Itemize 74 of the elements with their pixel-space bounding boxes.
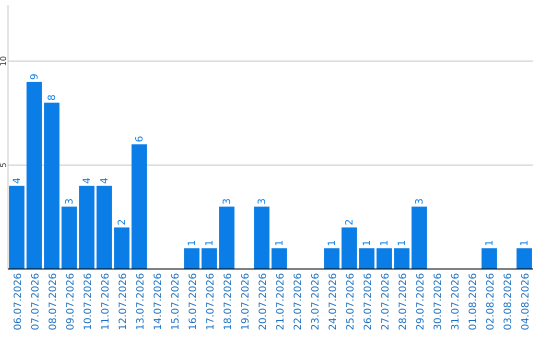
bar <box>342 227 357 269</box>
x-tick-label: 12.07.2026 <box>118 273 129 330</box>
x-tick-label: 24.07.2026 <box>328 273 339 330</box>
x-tick-label: 31.07.2026 <box>450 273 462 330</box>
data-label: 1 <box>519 240 530 246</box>
bar <box>412 206 427 269</box>
y-tick-label: 10 <box>0 56 8 66</box>
x-tick-label: 17.07.2026 <box>205 273 216 330</box>
x-tick-label: 16.07.2026 <box>188 273 199 330</box>
data-label: 1 <box>379 240 390 246</box>
x-tick-label: 07.07.2026 <box>30 273 42 330</box>
data-label: 9 <box>29 74 40 80</box>
y-tick-label: 5 <box>0 162 8 168</box>
x-tick-label: 27.07.2026 <box>380 273 392 330</box>
data-label: 1 <box>326 240 338 246</box>
bar <box>184 248 200 269</box>
x-tick-label: 28.07.2026 <box>398 273 409 330</box>
x-tick-label: 03.08.2026 <box>502 273 514 330</box>
x-tick-label: 06.07.2026 <box>12 273 24 330</box>
x-tick-label: 01.08.2026 <box>468 273 479 330</box>
x-tick-label: 21.07.2026 <box>275 273 286 330</box>
data-label: 3 <box>256 198 268 205</box>
x-tick-label: 04.08.2026 <box>520 273 532 330</box>
bar <box>516 248 532 269</box>
data-label: 1 <box>274 240 286 246</box>
bar <box>44 102 60 269</box>
data-label: 1 <box>186 240 198 246</box>
data-label: 2 <box>116 219 128 226</box>
bar <box>79 186 94 269</box>
x-tick-label: 11.07.2026 <box>100 273 112 330</box>
data-label: 4 <box>12 177 23 184</box>
data-label: 1 <box>484 240 496 246</box>
x-tick-label: 10.07.2026 <box>82 273 94 330</box>
data-label: 1 <box>362 240 373 246</box>
x-tick-label: 25.07.2026 <box>345 273 356 330</box>
data-label: 4 <box>99 177 110 184</box>
bar <box>114 227 130 269</box>
x-tick-label: 26.07.2026 <box>362 273 374 330</box>
x-tick-label: 18.07.2026 <box>222 273 234 330</box>
bar <box>9 186 24 269</box>
data-label: 2 <box>344 219 356 226</box>
data-label: 6 <box>134 136 146 142</box>
data-label: 8 <box>46 94 58 101</box>
bar <box>272 248 287 269</box>
bar <box>202 248 217 269</box>
bar <box>359 248 374 269</box>
x-tick-label: 22.07.2026 <box>292 273 304 330</box>
bar <box>482 248 497 269</box>
x-tick-label: 29.07.2026 <box>415 273 426 330</box>
x-tick-label: 30.07.2026 <box>432 273 444 330</box>
bar <box>324 248 340 269</box>
bar <box>394 248 410 269</box>
x-tick-label: 14.07.2026 <box>152 273 164 330</box>
x-tick-label: 09.07.2026 <box>65 273 76 330</box>
bar <box>254 206 270 269</box>
bar <box>376 248 392 269</box>
data-label: 1 <box>204 240 216 246</box>
x-tick-label: 15.07.2026 <box>170 273 182 330</box>
x-tick-label: 02.08.2026 <box>485 273 496 330</box>
x-tick-label: 08.07.2026 <box>48 273 59 330</box>
x-tick-label: 19.07.2026 <box>240 273 252 330</box>
x-tick-label: 13.07.2026 <box>135 273 146 330</box>
data-label: 3 <box>64 198 76 205</box>
bar <box>219 206 234 269</box>
bar <box>132 144 147 269</box>
bar <box>62 206 77 269</box>
bar <box>96 186 112 269</box>
data-label: 3 <box>414 198 426 205</box>
x-tick-label: 20.07.2026 <box>258 273 269 330</box>
data-label: 3 <box>222 198 233 205</box>
x-tick-label: 23.07.2026 <box>310 273 322 330</box>
data-label: 4 <box>82 177 93 184</box>
bar <box>26 82 42 269</box>
data-label: 1 <box>396 240 408 246</box>
